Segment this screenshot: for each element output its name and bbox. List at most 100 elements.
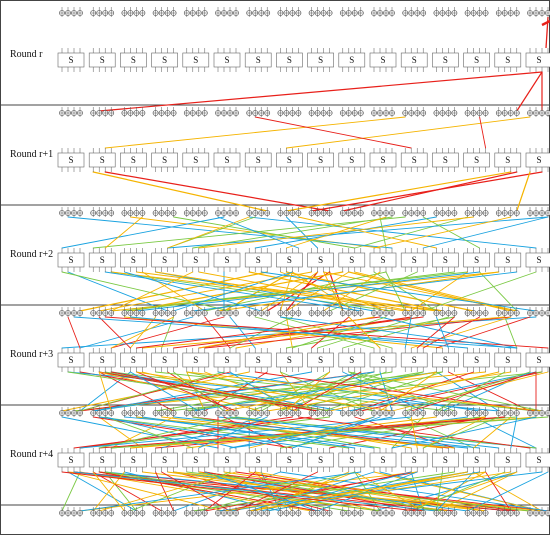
sbox-label: S: [256, 255, 261, 265]
sbox-label: S: [68, 355, 73, 365]
nibble-state: [371, 7, 395, 17]
nibble-state: [215, 307, 239, 317]
sbox: S: [88, 148, 116, 172]
diffusion-wire-red: [311, 171, 543, 212]
nibble-state: [121, 307, 146, 317]
nibble-state: [121, 7, 146, 17]
sbox-box: [525, 352, 550, 368]
diffusion-wire-green: [291, 316, 387, 349]
nibble-state: [527, 307, 550, 317]
diffusion-wire-blue: [198, 416, 268, 449]
round-label: Round r: [10, 49, 43, 60]
nibble-state: [183, 307, 208, 317]
nibble-state: [527, 207, 550, 217]
sbox: S: [432, 148, 459, 172]
sbox-label: S: [505, 155, 510, 165]
sbox: S: [400, 248, 428, 272]
sbox-label: S: [131, 455, 136, 465]
sbox-box: [463, 452, 490, 468]
diffusion-wire-red: [98, 316, 131, 349]
nibble-state: [152, 207, 177, 217]
sbox-box: [276, 252, 303, 268]
diffusion-wire-green: [379, 216, 387, 249]
diffusion-wire-orange: [98, 471, 237, 512]
diffusion-wire-orange: [98, 371, 262, 412]
nibble-state: [246, 507, 271, 517]
sbox: S: [432, 48, 459, 72]
diffusion-wire-blue: [217, 216, 299, 249]
nibble-state: [59, 407, 83, 417]
sbox-box: [244, 52, 272, 68]
diffusion-wire-orange: [98, 271, 313, 312]
nibble-state: [308, 507, 333, 517]
sbox-label: S: [505, 455, 510, 465]
nibble-state: [402, 7, 427, 17]
sbox-label: S: [412, 455, 417, 465]
diffusion-wire-blue: [435, 316, 449, 349]
nibble-state: [527, 107, 550, 117]
diffusion-wire-orange: [198, 271, 412, 312]
sbox: S: [463, 448, 490, 472]
diffusion-wire-blue: [155, 271, 375, 312]
sbox-box: [525, 252, 550, 268]
diffusion-wire-blue: [129, 371, 200, 412]
sbox-box: [151, 252, 178, 268]
key-mixing-layer-2: [61, 216, 549, 249]
sbox: S: [151, 248, 178, 272]
nibble-state: [402, 307, 427, 317]
diffusion-wire-blue: [204, 471, 319, 512]
sbox-box: [338, 252, 366, 268]
sbox-label: S: [536, 55, 541, 65]
round-label: Round r+3: [10, 349, 53, 360]
diffusion-wire-orange: [110, 271, 437, 312]
diffusion-wire-green: [504, 316, 518, 349]
sbox-label: S: [536, 155, 541, 165]
diffusion-wire-orange: [379, 371, 437, 412]
diffusion-wire-red: [410, 371, 537, 412]
sbox: S: [369, 448, 397, 472]
sbox-label: S: [162, 55, 167, 65]
sbox: S: [182, 348, 210, 372]
diffusion-wire-red: [223, 471, 412, 512]
nibble-state: [152, 407, 177, 417]
round-label-bg: [6, 345, 54, 361]
sbox: S: [369, 248, 397, 272]
diffusion-wire-blue: [92, 371, 375, 412]
nibble-state: [339, 407, 364, 417]
sbox-label: S: [100, 55, 105, 65]
diffusion-wire-orange: [110, 271, 194, 312]
nibble-state: [90, 7, 115, 17]
diffusion-wire-green: [317, 316, 418, 349]
diffusion-wire-orange: [285, 216, 387, 249]
sbox-label: S: [256, 355, 261, 365]
nibble-state: [152, 307, 177, 317]
sbox-label: S: [287, 55, 292, 65]
diffusion-wire-blue: [342, 371, 424, 412]
diffusion-wire-blue: [229, 316, 256, 349]
sbox-label: S: [193, 55, 198, 65]
nibble-state: [277, 507, 302, 517]
nibble-state: [495, 107, 520, 117]
diffusion-layer-2: [61, 271, 537, 312]
diffusion-wire-red: [67, 316, 81, 349]
diffusion-wire-blue: [248, 216, 537, 249]
sbox-label: S: [287, 355, 292, 365]
nibble-state: [277, 407, 302, 417]
sbox-label: S: [318, 155, 323, 165]
sbox-label: S: [162, 455, 167, 465]
diffusion-wire-green: [348, 371, 543, 412]
sbox: S: [525, 148, 550, 172]
sbox: S: [494, 348, 522, 372]
diffusion-wire-orange: [348, 316, 381, 349]
nibble-state: [433, 507, 458, 517]
diffusion-wire-blue: [73, 316, 518, 349]
diffusion-layer-0: [98, 71, 543, 112]
diffusion-wire-orange: [248, 471, 512, 512]
sbox-box: [400, 352, 428, 368]
nibble-state: [464, 107, 489, 117]
nibble-state: [152, 7, 177, 17]
diffusion-wire-blue: [291, 416, 375, 449]
sbox: S: [244, 148, 272, 172]
sbox-box: [525, 52, 550, 68]
